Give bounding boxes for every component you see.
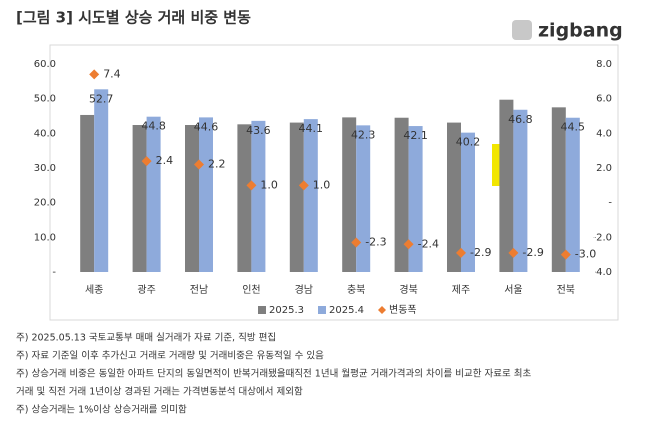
data-label: -2.4	[418, 237, 439, 250]
y-tick-label: 30.0	[34, 163, 56, 174]
bar	[551, 107, 566, 272]
data-label: 44.6	[194, 120, 219, 133]
bar	[394, 117, 409, 272]
bar	[461, 132, 475, 272]
y2-tick-label: 6.0	[596, 94, 612, 105]
y-tick-label: 40.0	[34, 128, 56, 139]
logo-text: zigbang	[538, 20, 623, 42]
y-tick-label: 10.0	[34, 232, 56, 243]
legend-swatch	[258, 306, 266, 314]
bar	[513, 109, 528, 272]
note: 주) 상승거래 비중은 동일한 아파트 단지의 동일면적이 반복거래됐을때직전 …	[16, 368, 532, 380]
legend-label: 2025.4	[329, 305, 364, 316]
data-label: 2.2	[208, 158, 226, 171]
bar	[565, 117, 580, 272]
logo: zigbang	[512, 20, 623, 42]
x-tick-label: 인천	[242, 284, 260, 296]
data-label: 44.8	[141, 120, 166, 133]
x-tick-label: 경남	[295, 283, 313, 296]
y2-tick-label: 4.0	[596, 128, 612, 139]
x-tick-label: 제주	[452, 284, 470, 296]
data-label: 43.6	[246, 124, 271, 137]
marker	[351, 237, 362, 248]
x-tick-label: 전북	[557, 284, 575, 296]
bar	[499, 99, 514, 272]
marker	[298, 180, 309, 191]
legend-label: 변동폭	[389, 304, 417, 316]
data-label: 46.8	[508, 113, 533, 126]
bar	[356, 125, 371, 272]
bar	[289, 122, 304, 272]
x-tick-label: 충북	[347, 284, 365, 296]
note: 주) 2025.05.13 국토교통부 매매 실거래가 자료 기준, 직방 편집	[16, 332, 276, 344]
legend-label: 2025.3	[269, 305, 304, 316]
data-label: 52.7	[89, 92, 114, 105]
bar	[80, 114, 95, 273]
bar	[237, 124, 252, 272]
y-tick-label: 20.0	[34, 198, 56, 209]
bar	[146, 116, 161, 273]
y-tick-label: 60.0	[34, 59, 56, 70]
bar	[303, 119, 318, 273]
data-label: 1.0	[260, 178, 278, 191]
data-label: 40.2	[456, 136, 481, 149]
legend-swatch	[318, 306, 326, 314]
x-tick-label: 경북	[399, 283, 417, 296]
y2-tick-label: -4.0	[592, 267, 612, 278]
marker	[560, 249, 571, 260]
note: 거래 및 직전 거래 1년이상 경과된 거래는 가격변동분석 대상에서 제외함	[16, 386, 303, 398]
bar	[185, 125, 199, 272]
note: 주) 상승거래는 1%이상 상승거래를 의미함	[16, 405, 187, 416]
y2-tick-label: -	[608, 198, 612, 209]
data-label: -2.3	[365, 236, 386, 249]
marker	[508, 247, 519, 258]
note: 주) 자료 기준일 이후 추가신고 거래로 거래량 및 거래비중은 유동적일 수…	[16, 350, 324, 362]
data-label: -3.0	[575, 248, 596, 261]
marker	[246, 180, 257, 191]
bar	[94, 89, 109, 272]
marker	[403, 239, 414, 250]
bar	[447, 122, 461, 272]
x-tick-label: 전남	[190, 284, 208, 296]
legend-swatch	[378, 306, 386, 314]
y2-tick-label: 8.0	[596, 59, 612, 70]
y2-tick-label: 2.0	[596, 163, 612, 174]
marker	[141, 156, 152, 167]
bar	[342, 117, 357, 273]
data-label: 1.0	[313, 178, 331, 191]
marker	[89, 69, 100, 80]
x-tick-label: 세종	[85, 284, 103, 296]
chart-title: [그림 3] 시도별 상승 거래 비중 변동	[16, 9, 251, 27]
bar	[132, 125, 147, 272]
data-label: 44.5	[561, 121, 586, 134]
logo-icon	[512, 20, 532, 40]
marker	[194, 159, 204, 170]
bar	[199, 117, 213, 273]
data-label: -2.9	[470, 246, 491, 259]
y2-tick-label: -2.0	[592, 232, 612, 243]
bar	[408, 126, 423, 272]
data-label: 44.1	[299, 122, 324, 135]
data-label: 7.4	[103, 67, 121, 80]
data-label: 42.1	[403, 129, 428, 142]
data-label: -2.9	[522, 246, 543, 259]
data-label: 42.3	[351, 128, 376, 141]
y-tick-label: -	[52, 267, 56, 278]
data-label: 2.4	[156, 154, 174, 167]
y-tick-label: 50.0	[34, 94, 56, 105]
x-tick-label: 서울	[504, 284, 522, 296]
bar	[251, 120, 266, 272]
marker	[456, 247, 466, 258]
x-tick-label: 광주	[137, 284, 155, 296]
